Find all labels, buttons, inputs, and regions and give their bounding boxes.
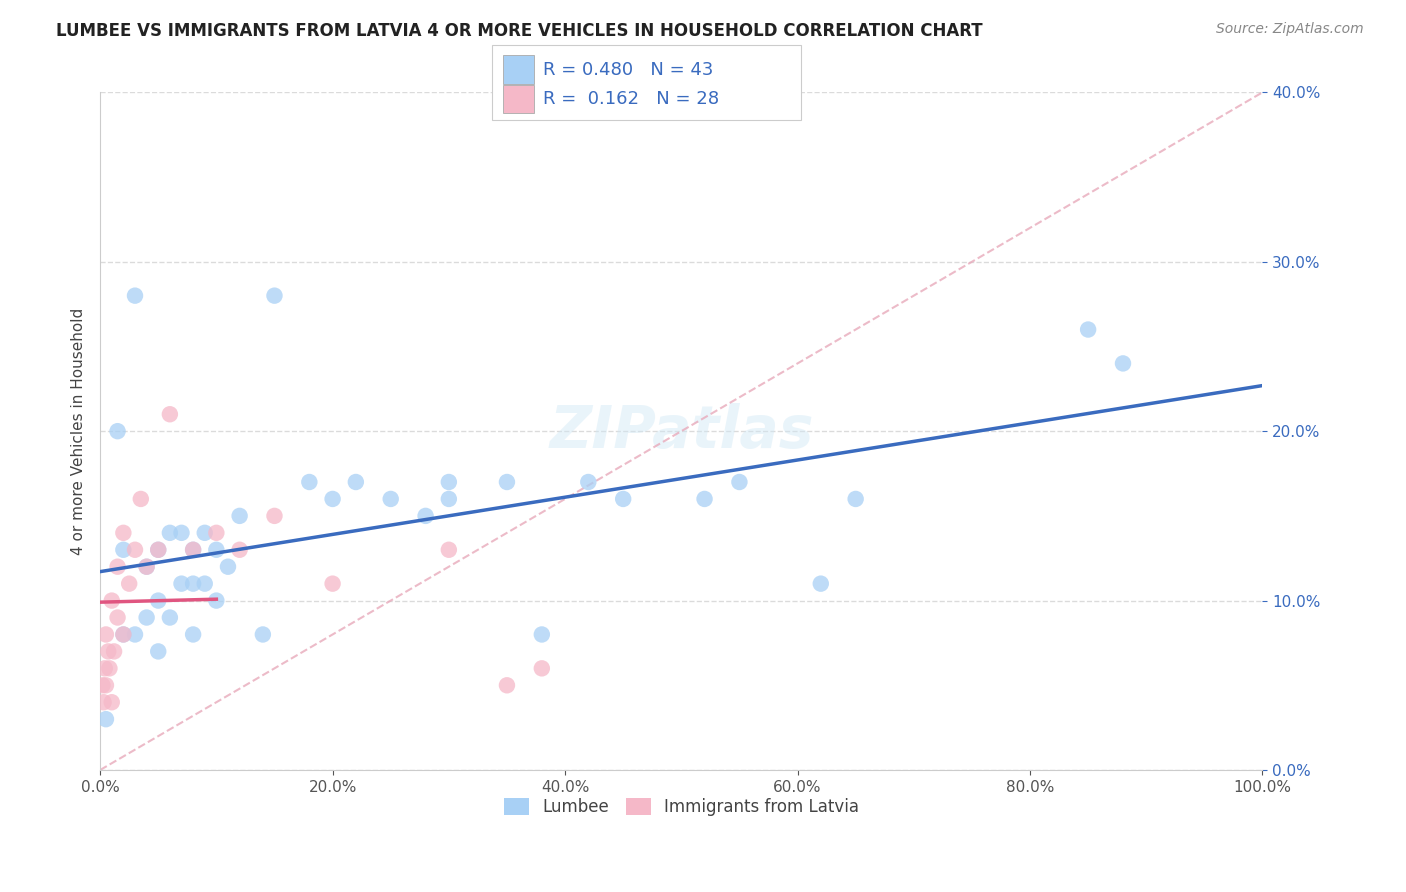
Point bbox=[100, 593, 122, 607]
Text: LUMBEE VS IMMIGRANTS FROM LATVIA 4 OR MORE VEHICLES IN HOUSEHOLD CORRELATION CHA: LUMBEE VS IMMIGRANTS FROM LATVIA 4 OR MO… bbox=[56, 22, 983, 40]
Point bbox=[135, 559, 157, 574]
Point bbox=[94, 627, 117, 641]
Text: R = 0.480   N = 43: R = 0.480 N = 43 bbox=[543, 61, 713, 78]
Text: Source: ZipAtlas.com: Source: ZipAtlas.com bbox=[1216, 22, 1364, 37]
Point bbox=[107, 559, 129, 574]
Point bbox=[170, 525, 193, 540]
Point bbox=[97, 644, 120, 658]
Legend: Lumbee, Immigrants from Latvia: Lumbee, Immigrants from Latvia bbox=[498, 791, 866, 822]
Point bbox=[496, 475, 519, 489]
Point bbox=[170, 576, 193, 591]
Point bbox=[437, 491, 460, 506]
Point bbox=[437, 475, 460, 489]
Point bbox=[159, 610, 181, 624]
Text: ZIPatlas: ZIPatlas bbox=[550, 402, 814, 459]
Point bbox=[1077, 322, 1099, 336]
Point bbox=[94, 661, 117, 675]
Point bbox=[124, 288, 146, 302]
Point bbox=[1112, 356, 1135, 370]
Point bbox=[194, 525, 217, 540]
Point bbox=[228, 542, 250, 557]
Point bbox=[298, 475, 321, 489]
Point bbox=[135, 610, 157, 624]
Point bbox=[148, 542, 170, 557]
Point bbox=[112, 542, 135, 557]
Point bbox=[124, 542, 146, 557]
Point bbox=[112, 627, 135, 641]
Point bbox=[252, 627, 274, 641]
Point bbox=[181, 576, 204, 591]
Y-axis label: 4 or more Vehicles in Household: 4 or more Vehicles in Household bbox=[72, 308, 86, 555]
Point bbox=[810, 576, 832, 591]
Point bbox=[415, 508, 437, 523]
Point bbox=[530, 627, 553, 641]
Point bbox=[148, 644, 170, 658]
Point bbox=[205, 525, 228, 540]
Point bbox=[148, 593, 170, 607]
Point bbox=[181, 542, 204, 557]
Point bbox=[98, 661, 121, 675]
Point bbox=[322, 576, 344, 591]
Point bbox=[845, 491, 868, 506]
Point bbox=[217, 559, 239, 574]
Point bbox=[693, 491, 716, 506]
Text: R =  0.162   N = 28: R = 0.162 N = 28 bbox=[543, 90, 718, 108]
Point bbox=[112, 525, 135, 540]
Point bbox=[530, 661, 553, 675]
Point bbox=[194, 576, 217, 591]
Point bbox=[159, 407, 181, 421]
Point bbox=[124, 627, 146, 641]
Point bbox=[612, 491, 634, 506]
Point bbox=[181, 542, 204, 557]
Point bbox=[205, 593, 228, 607]
Point bbox=[112, 627, 135, 641]
Point bbox=[100, 695, 122, 709]
Point bbox=[93, 695, 115, 709]
Point bbox=[728, 475, 751, 489]
Point bbox=[118, 576, 141, 591]
Point bbox=[159, 525, 181, 540]
Point bbox=[94, 678, 117, 692]
Point bbox=[94, 712, 117, 726]
Point bbox=[205, 542, 228, 557]
Point bbox=[148, 542, 170, 557]
Point bbox=[263, 288, 285, 302]
Point bbox=[135, 559, 157, 574]
Point bbox=[344, 475, 367, 489]
Point bbox=[91, 678, 114, 692]
Point bbox=[437, 542, 460, 557]
Point bbox=[380, 491, 402, 506]
Point bbox=[496, 678, 519, 692]
Point bbox=[129, 491, 152, 506]
Point bbox=[228, 508, 250, 523]
Point bbox=[576, 475, 599, 489]
Point bbox=[181, 627, 204, 641]
Point bbox=[103, 644, 125, 658]
Point bbox=[107, 424, 129, 438]
Point bbox=[322, 491, 344, 506]
Point bbox=[263, 508, 285, 523]
Point bbox=[107, 610, 129, 624]
